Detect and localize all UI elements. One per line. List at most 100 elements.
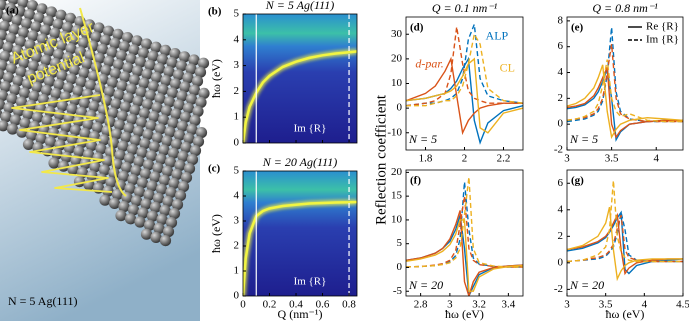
chart-panel: -10 0 10 20 30 1.8 2 2.2 Q = 0.1 nm⁻¹ (d) Reflecti…: [373, 1, 524, 225]
atom: [37, 63, 49, 75]
atom: [150, 71, 163, 83]
atom: [168, 208, 181, 220]
atom: [77, 37, 90, 49]
atom: [18, 87, 31, 99]
atom: [50, 88, 62, 100]
y-axis-label: ħω (eV): [209, 214, 223, 253]
atom: [110, 98, 122, 110]
atom: [102, 25, 115, 37]
atom: [118, 41, 131, 53]
atom: [194, 66, 207, 78]
atom: [62, 82, 75, 94]
y-tick-label: 1: [234, 265, 240, 277]
atom: [18, 57, 30, 69]
axes-frame: [566, 16, 684, 151]
atom: [73, 176, 86, 188]
atom: [31, 111, 44, 123]
atom: [28, 90, 40, 102]
atom: [8, 23, 20, 35]
atom: [136, 147, 148, 159]
x-tick-label: 0.2: [263, 299, 277, 311]
atom: [166, 87, 179, 99]
atom: [96, 43, 109, 55]
atom: [120, 131, 132, 143]
atom: [0, 81, 12, 93]
atom: [99, 194, 111, 206]
atom: [108, 197, 121, 209]
atom: [180, 172, 193, 184]
atom: [111, 188, 124, 200]
atom: [44, 136, 57, 148]
atom: [53, 79, 65, 91]
atom: [14, 5, 26, 18]
atom: [164, 126, 176, 138]
atom: [45, 6, 58, 18]
potential-wave: [11, 94, 113, 193]
atom: [135, 116, 148, 128]
atom: [123, 122, 135, 134]
atom: [192, 136, 205, 148]
atom: [157, 84, 169, 96]
atom: [183, 163, 196, 175]
atom: [4, 2, 17, 14]
atom: [61, 21, 74, 33]
atom: [124, 183, 136, 195]
atom: [140, 228, 153, 240]
atom: [107, 107, 119, 119]
atom: [78, 97, 91, 109]
atom: [142, 159, 155, 171]
y-axis-label: ħω (eV): [209, 59, 223, 98]
atom: [189, 145, 202, 157]
atom: [126, 143, 139, 155]
atom: [140, 38, 153, 50]
series-annotation: ALP: [486, 29, 509, 43]
atom: [150, 231, 162, 243]
atom: [195, 127, 208, 139]
atom: [134, 216, 146, 228]
atom: [110, 128, 123, 140]
atom: [170, 138, 183, 150]
atom: [161, 135, 173, 147]
atom: [23, 9, 36, 21]
atom: [188, 84, 201, 96]
series-annotation: d-par.: [415, 57, 443, 71]
atom: [113, 89, 125, 101]
atom: [178, 51, 191, 63]
atom: [147, 50, 159, 62]
panel-label: (c): [208, 163, 221, 175]
illustration: Atomic layer potential (a) N = 5 Ag(111): [0, 0, 210, 321]
chart-title: N = 20 Ag(111): [262, 155, 337, 169]
atom: [34, 72, 46, 84]
atom: [0, 20, 11, 32]
panel-label: (g): [571, 175, 584, 187]
atom: [115, 210, 127, 222]
y-tick-label: 0: [558, 256, 564, 268]
y-axis-label: Reflection coefficient: [373, 94, 389, 225]
chart-title: N = 5 Ag(111): [265, 0, 334, 12]
atom: [56, 70, 68, 82]
atom: [159, 235, 172, 247]
atom: [100, 64, 112, 76]
n-label: N = 20: [569, 278, 604, 292]
atom: [48, 157, 60, 169]
atom: [53, 109, 66, 121]
atom: [118, 201, 130, 213]
panel-label: (b): [208, 6, 222, 18]
atom: [192, 105, 204, 117]
atom: [42, 15, 55, 27]
dispersion-ridge: [243, 200, 357, 296]
atom: [171, 199, 184, 211]
atom: [164, 156, 177, 168]
atom: [160, 105, 173, 117]
y-tick-label: 5: [234, 165, 240, 177]
atom: [146, 210, 159, 222]
atom: [125, 53, 137, 65]
atom: [46, 36, 58, 48]
legend-label: Re {R}: [646, 21, 679, 33]
atom: [52, 48, 65, 61]
atom: [159, 204, 171, 216]
atom: [64, 12, 77, 24]
panel-label: (d): [410, 22, 424, 34]
atom: [156, 53, 169, 65]
atom: [88, 100, 100, 112]
